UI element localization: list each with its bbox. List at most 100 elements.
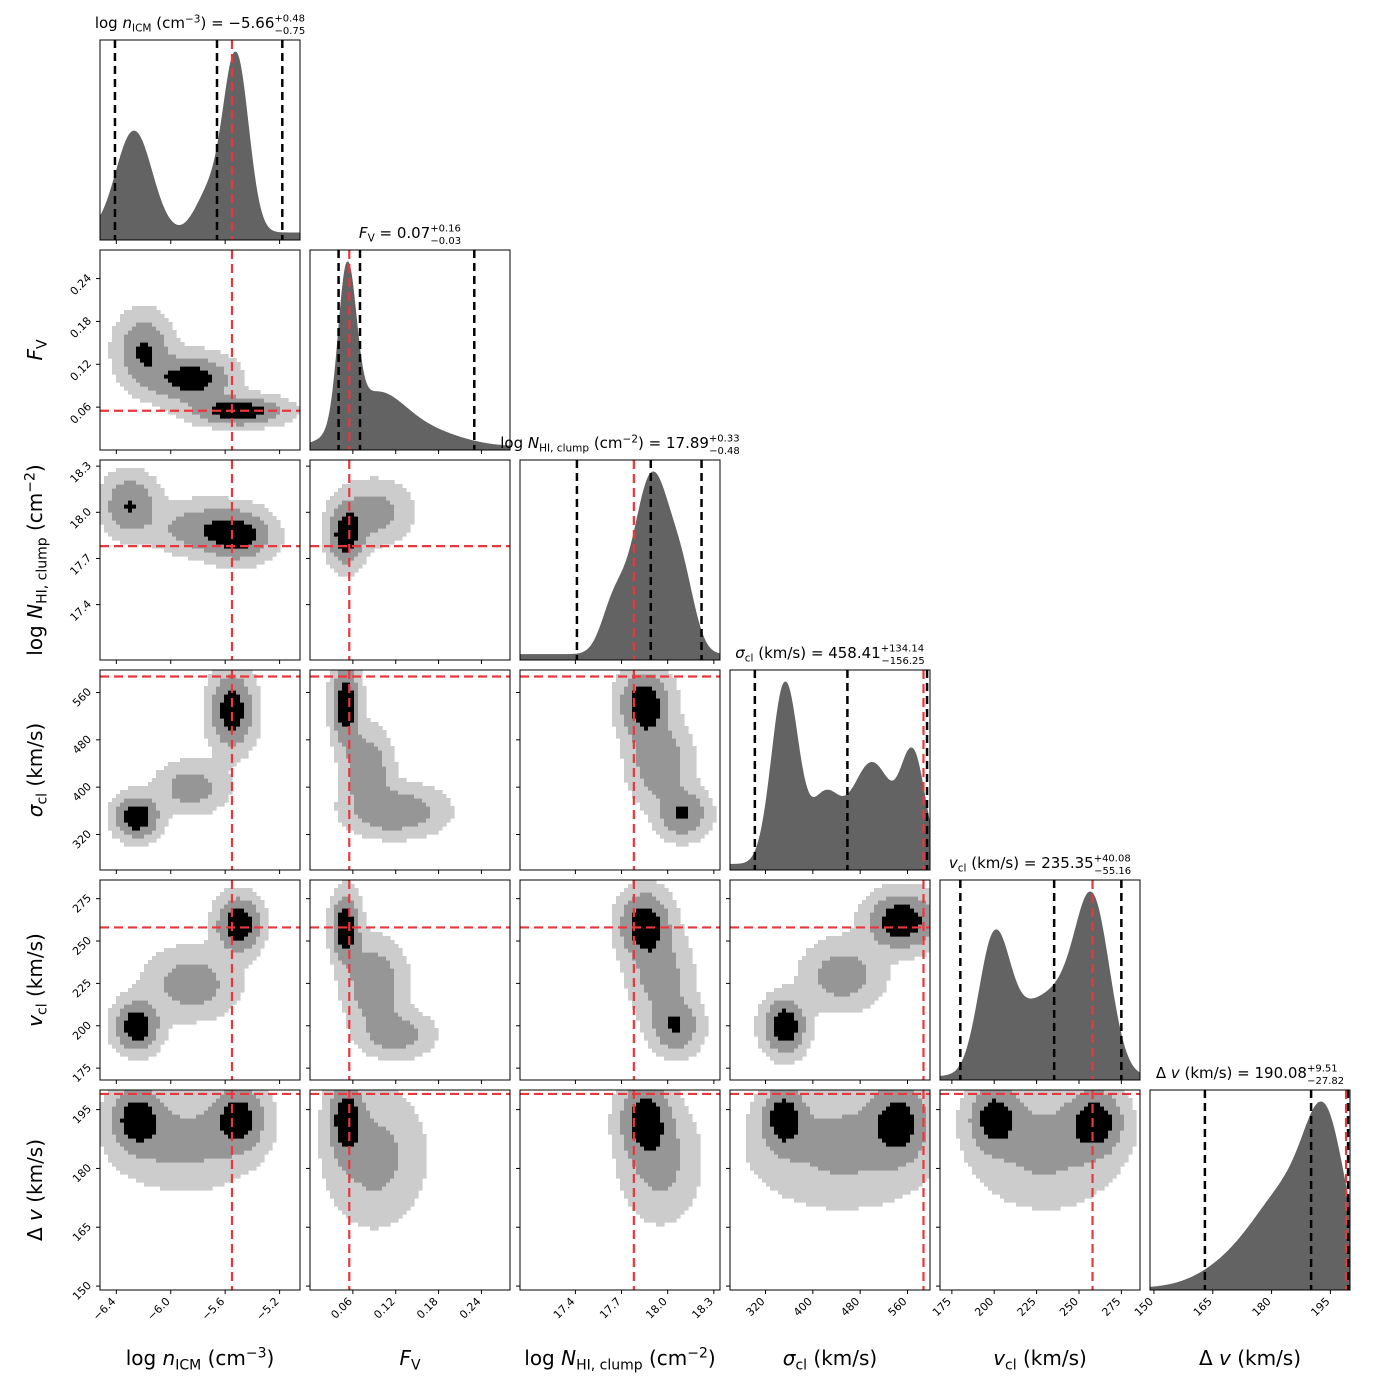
density-cell [200, 782, 205, 787]
density-cell [124, 1052, 129, 1057]
density-cell [240, 984, 245, 989]
density-cell [418, 810, 423, 815]
density-cell [100, 512, 105, 517]
density-cell [370, 484, 375, 489]
density-cell [188, 500, 193, 505]
density-cell [204, 714, 209, 719]
density-cell [378, 520, 383, 525]
density-cell [128, 1012, 133, 1017]
density-cell [136, 382, 141, 387]
density-cell [350, 694, 355, 699]
density-cell [184, 374, 189, 379]
density-cell [284, 414, 289, 419]
density-cell [196, 774, 201, 779]
density-cell [236, 722, 241, 727]
density-cell [624, 734, 629, 739]
density-cell [220, 682, 225, 687]
density-cell [224, 496, 229, 501]
density-cell [680, 826, 685, 831]
density-cell [120, 1012, 125, 1017]
density-cell [180, 806, 185, 811]
density-cell [288, 414, 293, 419]
density-cell [338, 528, 343, 533]
density-cell [354, 524, 359, 529]
density-cell [362, 492, 367, 497]
density-cell [398, 528, 403, 533]
density-cell [176, 1012, 181, 1017]
density-cell [394, 524, 399, 529]
density-cell [374, 810, 379, 815]
density-cell [256, 390, 261, 395]
density-cell [676, 738, 681, 743]
density-cell [132, 536, 137, 541]
density-cell [280, 540, 285, 545]
density-cell [366, 790, 371, 795]
density-cell [370, 528, 375, 533]
density-cell [370, 512, 375, 517]
density-cell [272, 414, 277, 419]
density-cell [216, 394, 221, 399]
density-cell [636, 790, 641, 795]
density-cell [410, 500, 415, 505]
density-cell [124, 794, 129, 799]
density-cell [200, 516, 205, 521]
density-cell [208, 964, 213, 969]
density-cell [108, 496, 113, 501]
density-cell [200, 1016, 205, 1021]
density-cell [188, 358, 193, 363]
density-cell [660, 794, 665, 799]
density-cell [204, 1000, 209, 1005]
density-cell [668, 746, 673, 751]
density-cell [692, 830, 697, 835]
density-cell [196, 516, 201, 521]
density-cell [410, 786, 415, 791]
density-cell [216, 390, 221, 395]
density-cell [418, 822, 423, 827]
density-cell [204, 524, 209, 529]
density-cell [350, 548, 355, 553]
density-cell [180, 1004, 185, 1009]
density-cell [216, 790, 221, 795]
density-cell [156, 346, 161, 351]
density-cell [366, 774, 371, 779]
density-cell [450, 810, 455, 815]
density-cell [256, 536, 261, 541]
density-cell [160, 342, 165, 347]
density-cell [346, 540, 351, 545]
density-cell [252, 556, 257, 561]
density-cell [660, 710, 665, 715]
density-cell [374, 480, 379, 485]
density-cell [700, 790, 705, 795]
density-cell [394, 484, 399, 489]
density-cell [644, 754, 649, 759]
density-cell [108, 1036, 113, 1041]
density-cell [256, 734, 261, 739]
density-cell [132, 1052, 137, 1057]
density-cell [224, 786, 229, 791]
density-cell [224, 682, 229, 687]
density-cell [168, 980, 173, 985]
density-cell [692, 770, 697, 775]
density-cell [374, 806, 379, 811]
density-cell [260, 512, 265, 517]
density-cell [354, 670, 359, 675]
density-cell [140, 370, 145, 375]
density-cell [362, 778, 367, 783]
density-cell [196, 362, 201, 367]
density-cell [132, 508, 137, 513]
density-cell [112, 362, 117, 367]
density-cell [124, 322, 129, 327]
density-cell [640, 750, 645, 755]
density-cell [676, 746, 681, 751]
density-cell [160, 366, 165, 371]
density-cell [128, 992, 133, 997]
density-cell [636, 742, 641, 747]
density-cell [160, 524, 165, 529]
density-cell [116, 1048, 121, 1053]
density-cell [232, 682, 237, 687]
density-cell [394, 492, 399, 497]
density-cell [338, 492, 343, 497]
density-cell [188, 394, 193, 399]
density-cell [374, 540, 379, 545]
density-cell [268, 512, 273, 517]
